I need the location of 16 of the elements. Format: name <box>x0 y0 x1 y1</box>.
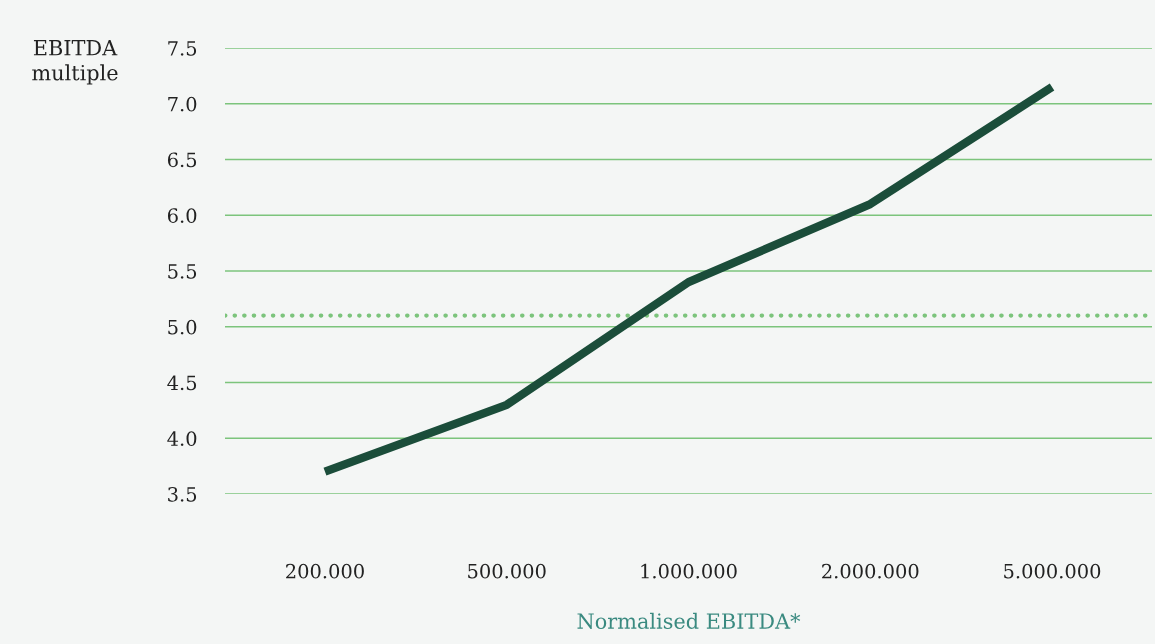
x-tick-label: 5.000.000 <box>1004 563 1101 579</box>
y-tick-label: 5.5 <box>168 264 197 279</box>
y-tick-label: 4.5 <box>167 375 197 391</box>
y-tick-label: 6.5 <box>167 152 197 168</box>
y-axis-title: EBITDA multiple <box>32 40 118 85</box>
y-tick-label: 3.5 <box>168 486 197 502</box>
y-tick-label: 4.0 <box>167 431 197 446</box>
y-tick-label: 6.0 <box>167 208 197 223</box>
y-tick-label: 7.5 <box>168 41 197 56</box>
x-tick-label: 2.000.000 <box>822 563 919 579</box>
x-axis-title: Normalised EBITDA* <box>577 612 801 629</box>
y-tick-label: 7.0 <box>168 96 197 112</box>
y-tick-label: 5.0 <box>168 319 197 335</box>
x-tick-label: 200.000 <box>286 563 364 579</box>
x-tick-label: 500.000 <box>468 563 546 579</box>
x-tick-label: 1.000.000 <box>641 563 737 579</box>
